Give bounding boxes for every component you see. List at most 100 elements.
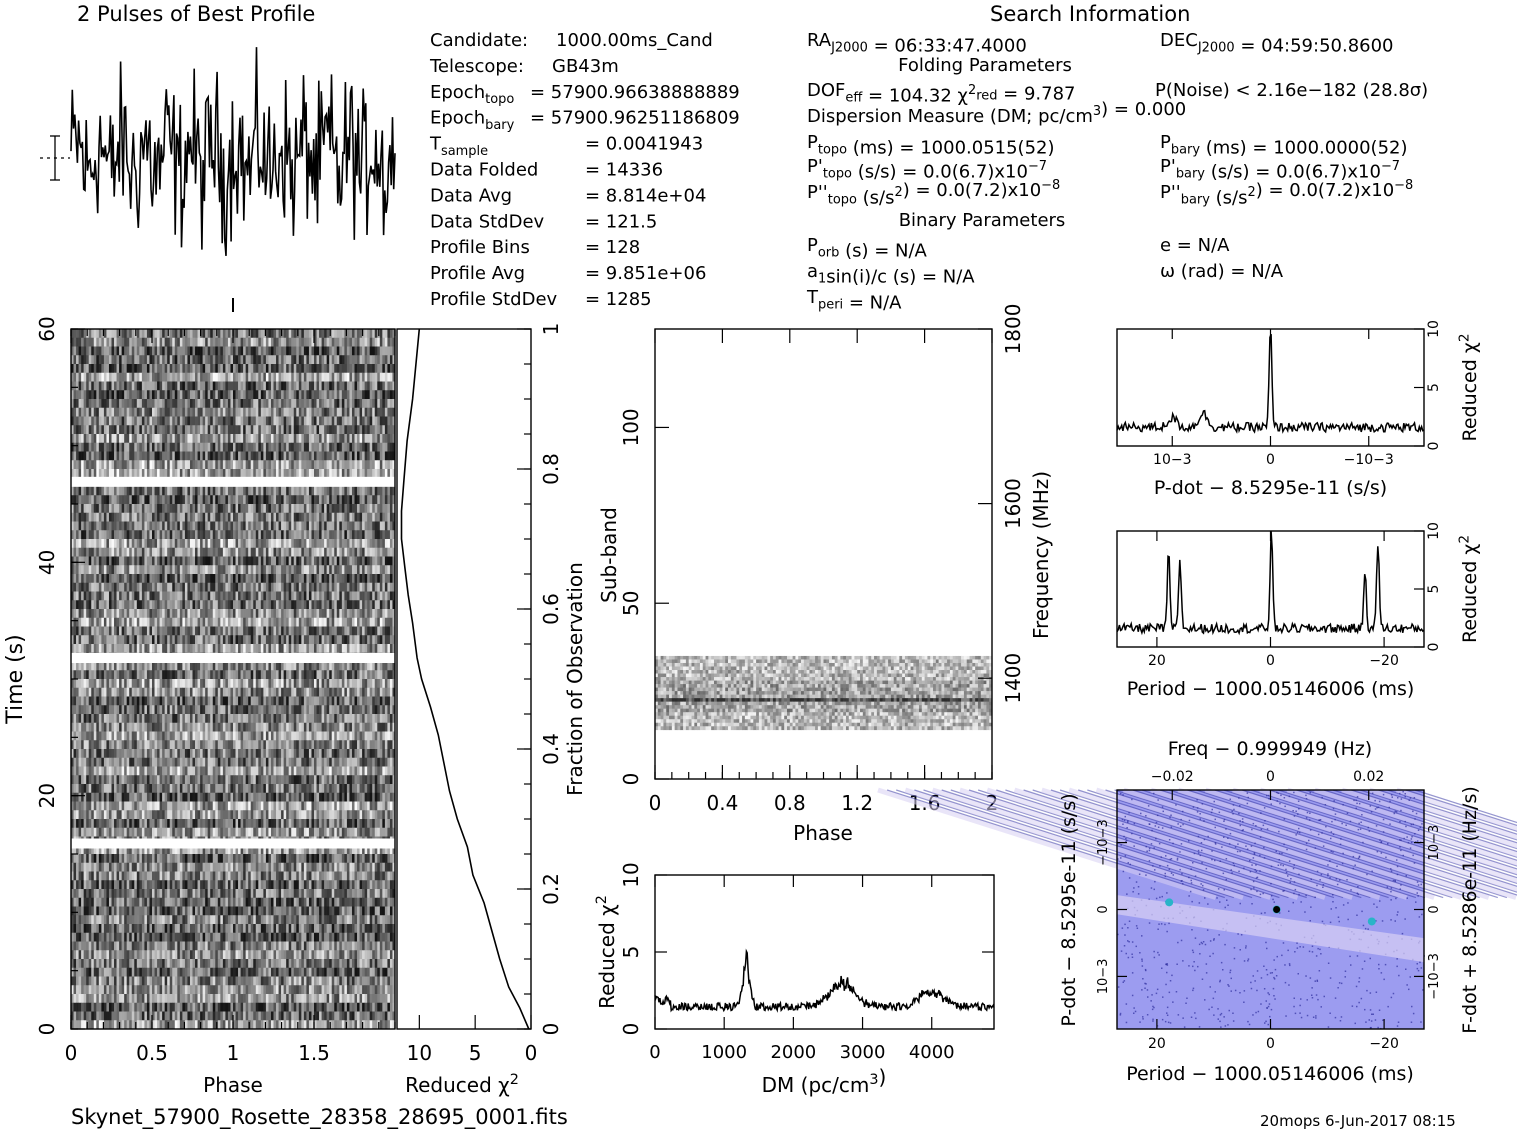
heat-cell bbox=[367, 521, 370, 531]
heat-cell bbox=[220, 451, 224, 461]
heat-cell bbox=[331, 539, 335, 549]
heat-cell bbox=[379, 539, 383, 549]
heat-cell bbox=[321, 600, 325, 610]
heat-cell bbox=[372, 574, 376, 584]
dec-value: DECJ2000 = 04:59:50.8600 bbox=[1160, 30, 1394, 56]
heat-cell bbox=[303, 617, 307, 627]
heat-cell bbox=[273, 556, 277, 566]
heat-cell bbox=[291, 574, 295, 584]
heat-cell bbox=[351, 416, 355, 426]
heat-cell bbox=[225, 390, 229, 400]
heat-cell bbox=[103, 556, 107, 566]
heat-cell bbox=[230, 407, 234, 417]
heat-cell bbox=[263, 521, 267, 531]
heat-cell bbox=[268, 556, 272, 566]
heat-cell bbox=[258, 337, 262, 347]
heat-cell bbox=[336, 609, 340, 619]
heat-cell bbox=[329, 530, 333, 540]
heat-cell bbox=[141, 469, 145, 479]
heat-cell bbox=[265, 451, 269, 461]
heat-cell bbox=[281, 591, 284, 601]
heat-cell bbox=[189, 600, 193, 610]
heat-cell bbox=[334, 460, 338, 470]
heat-cell bbox=[212, 539, 216, 549]
heat-cell bbox=[331, 355, 335, 365]
heat-cell bbox=[362, 609, 365, 619]
heat-cell bbox=[369, 556, 373, 566]
heat-cell bbox=[162, 486, 165, 496]
heat-cell bbox=[86, 644, 90, 654]
heat-cell bbox=[81, 442, 84, 452]
heat-cell bbox=[298, 644, 302, 654]
heat-cell bbox=[177, 442, 181, 452]
heat-cell bbox=[336, 600, 340, 610]
heat-cell bbox=[76, 574, 79, 584]
heat-cell bbox=[316, 451, 320, 461]
heat-cell bbox=[344, 609, 348, 619]
heat-cell bbox=[245, 469, 249, 479]
heat-cell bbox=[106, 329, 110, 339]
heat-cell bbox=[245, 451, 249, 461]
heat-cell bbox=[273, 364, 277, 374]
heat-cell bbox=[255, 644, 259, 654]
heat-cell bbox=[233, 521, 236, 531]
heat-cell bbox=[362, 591, 365, 601]
heat-cell bbox=[119, 617, 122, 627]
heat-cell bbox=[341, 626, 345, 636]
heat-cell bbox=[212, 504, 216, 514]
heat-cell bbox=[316, 381, 320, 391]
heat-cell bbox=[240, 547, 244, 557]
heat-cell bbox=[288, 565, 292, 575]
heat-cell bbox=[253, 416, 257, 426]
heat-cell bbox=[270, 425, 274, 435]
heat-cell bbox=[311, 329, 315, 339]
heat-cell bbox=[182, 626, 186, 636]
heat-cell bbox=[308, 469, 312, 479]
heat-cell bbox=[311, 556, 315, 566]
heat-cell bbox=[210, 617, 214, 627]
heat-cell bbox=[263, 512, 267, 522]
heat-cell bbox=[324, 416, 327, 426]
heat-cell bbox=[359, 364, 363, 374]
heat-cell bbox=[357, 565, 360, 575]
heat-cell bbox=[263, 574, 267, 584]
heat-cell bbox=[369, 329, 373, 339]
heat-cell bbox=[96, 617, 100, 627]
heat-cell bbox=[298, 530, 302, 540]
heat-cell bbox=[336, 617, 340, 627]
heat-cell bbox=[93, 442, 97, 452]
heat-cell bbox=[202, 346, 206, 356]
text-part: P bbox=[807, 132, 818, 153]
heat-cell bbox=[157, 512, 160, 522]
heat-cell bbox=[308, 591, 312, 601]
heat-cell bbox=[268, 329, 272, 339]
heat-cell bbox=[351, 355, 355, 365]
heat-cell bbox=[392, 364, 396, 374]
heat-cell bbox=[346, 399, 350, 409]
heat-cell bbox=[126, 364, 130, 374]
heat-cell bbox=[260, 442, 264, 452]
heat-cell bbox=[268, 337, 272, 347]
heat-cell bbox=[362, 442, 365, 452]
heat-cell bbox=[283, 617, 287, 627]
heat-cell bbox=[83, 609, 87, 619]
heat-cell bbox=[86, 495, 90, 505]
heat-cell bbox=[146, 565, 150, 575]
heat-cell bbox=[187, 381, 191, 391]
heat-cell bbox=[382, 399, 386, 409]
heat-cell bbox=[116, 399, 120, 409]
heat-cell bbox=[230, 600, 234, 610]
heat-cell bbox=[230, 442, 234, 452]
heat-cell bbox=[192, 451, 196, 461]
heat-cell bbox=[177, 399, 181, 409]
heat-cell bbox=[139, 372, 143, 382]
heat-cell bbox=[210, 337, 214, 347]
heat-cell bbox=[141, 346, 145, 356]
heat-cell bbox=[174, 600, 178, 610]
heat-cell bbox=[154, 609, 158, 619]
heat-cell bbox=[121, 390, 125, 400]
heat-cell bbox=[101, 574, 105, 584]
heat-cell bbox=[250, 547, 254, 557]
heat-cell bbox=[169, 442, 173, 452]
heat-cell bbox=[108, 644, 112, 654]
